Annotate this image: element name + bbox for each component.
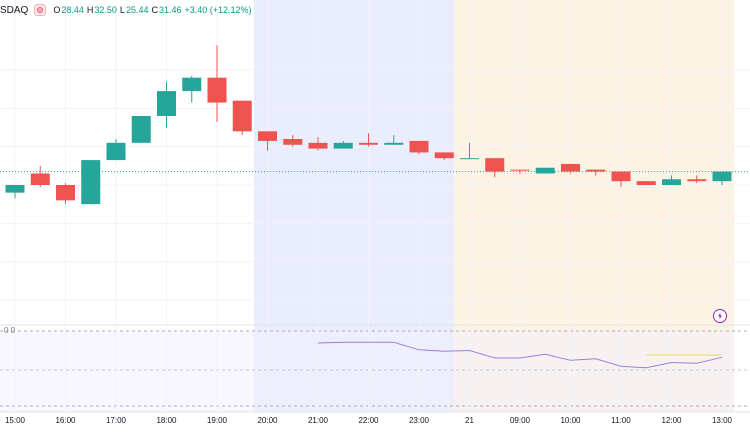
- candle-up: [662, 179, 681, 185]
- time-tick-label: 21:00: [307, 416, 329, 425]
- candle-down: [510, 169, 530, 171]
- candle-down: [232, 100, 252, 132]
- time-tick-label: 17:00: [105, 416, 127, 425]
- indicator-pane: [0, 331, 734, 412]
- time-tick-label: 10:00: [560, 416, 581, 425]
- candle-down: [586, 169, 606, 172]
- time-tick-label: 21: [465, 416, 474, 425]
- candle-down: [409, 140, 429, 153]
- candle-down: [687, 179, 707, 182]
- candle-down: [308, 142, 328, 149]
- candle-up: [333, 142, 353, 149]
- candle-down: [561, 163, 580, 172]
- candle-up: [182, 77, 202, 92]
- candle-up: [5, 185, 25, 193]
- ohlc-legend: SDAQ O 28.44 H 32.50 L 25.44 C 31.46 +3.…: [0, 3, 255, 17]
- candle-up: [131, 116, 151, 143]
- candle-up: [535, 167, 555, 174]
- candle-down: [359, 142, 378, 145]
- open-label: O: [53, 5, 61, 15]
- time-tick-label: 09:00: [509, 416, 531, 425]
- indicator-legend: 0 0: [0, 326, 15, 335]
- low-value: 25.44: [125, 5, 149, 15]
- low-label: L: [119, 5, 125, 15]
- time-tick-label: 12:00: [661, 416, 682, 425]
- candle-down: [258, 131, 277, 141]
- time-tick-label: 18:00: [156, 416, 177, 425]
- candle-up: [81, 160, 101, 205]
- indicator-values: 0 0: [4, 326, 16, 335]
- candle-down: [207, 77, 227, 103]
- time-tick-label: 11:00: [611, 416, 631, 425]
- candle-down: [611, 171, 631, 182]
- candle-up: [460, 158, 479, 160]
- time-tick-label: 22:00: [358, 416, 379, 425]
- lightning-icon[interactable]: [713, 309, 727, 323]
- time-tick-label: 20:00: [257, 416, 278, 425]
- candle-down: [485, 158, 505, 172]
- close-label: C: [151, 5, 158, 15]
- candle-up: [157, 91, 176, 116]
- symbol-label: SDAQ: [0, 4, 29, 16]
- candle-up: [712, 171, 732, 182]
- time-tick-label: 19:00: [206, 416, 228, 425]
- time-tick-label: 16:00: [55, 416, 76, 425]
- candle-up: [384, 142, 404, 145]
- high-value: 32.50: [94, 5, 117, 15]
- change-value: +3.40 (+12.12%): [184, 5, 252, 15]
- candle-down: [30, 173, 50, 185]
- settings-icon[interactable]: [34, 4, 47, 16]
- close-value: 31.46: [158, 5, 182, 15]
- open-value: 28.44: [61, 5, 84, 15]
- high-label: H: [86, 5, 94, 15]
- candle-down: [283, 139, 303, 145]
- time-tick-label: 23:00: [408, 416, 430, 425]
- time-tick-label: 13:00: [711, 416, 733, 425]
- candle-down: [434, 152, 454, 159]
- candle-down: [636, 181, 656, 185]
- candle-down: [56, 185, 75, 201]
- candle-up: [106, 142, 126, 161]
- indicator-line: [317, 341, 723, 369]
- time-tick-label: 15:00: [4, 416, 26, 425]
